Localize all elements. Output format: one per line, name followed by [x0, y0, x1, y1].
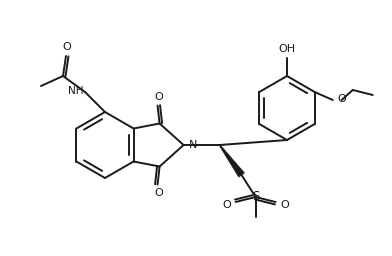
Text: O: O [154, 188, 163, 198]
Text: OH: OH [278, 44, 296, 54]
Text: O: O [338, 94, 347, 104]
Text: O: O [154, 91, 163, 101]
Text: S: S [252, 190, 259, 204]
Text: N: N [189, 140, 197, 150]
Polygon shape [219, 145, 244, 177]
Text: O: O [280, 200, 289, 210]
Text: O: O [222, 200, 231, 210]
Text: O: O [63, 42, 71, 52]
Text: NH: NH [68, 86, 84, 96]
